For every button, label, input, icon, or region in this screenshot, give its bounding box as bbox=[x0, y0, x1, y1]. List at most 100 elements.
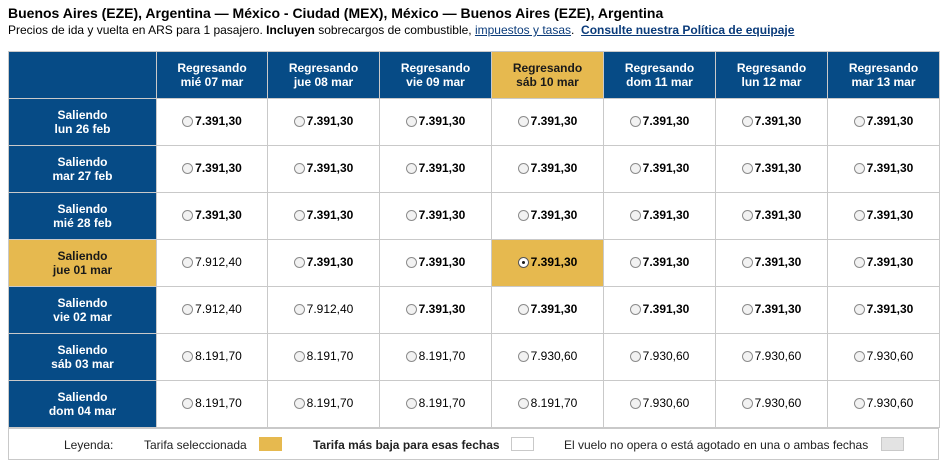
fare-option[interactable]: 7.391,30 bbox=[517, 302, 577, 316]
fare-cell[interactable]: 7.930,60 bbox=[827, 380, 940, 428]
fare-cell[interactable]: 7.391,30 bbox=[379, 192, 492, 240]
fare-cell[interactable]: 8.191,70 bbox=[379, 333, 492, 381]
fare-radio[interactable] bbox=[293, 303, 305, 315]
fare-option[interactable]: 7.930,60 bbox=[853, 349, 913, 363]
baggage-policy-link[interactable]: Consulte nuestra Política de equipaje bbox=[581, 23, 795, 37]
fare-radio[interactable] bbox=[182, 115, 194, 127]
fare-cell[interactable]: 7.930,60 bbox=[603, 380, 716, 428]
taxes-link[interactable]: impuestos y tasas bbox=[474, 23, 572, 37]
fare-radio[interactable] bbox=[629, 350, 641, 362]
fare-cell[interactable]: 7.391,30 bbox=[715, 98, 828, 146]
fare-cell[interactable]: 7.930,60 bbox=[827, 333, 940, 381]
fare-option[interactable]: 7.391,30 bbox=[182, 114, 242, 128]
fare-option[interactable]: 7.912,40 bbox=[182, 255, 242, 269]
fare-cell[interactable]: 7.391,30 bbox=[827, 286, 940, 334]
fare-cell[interactable]: 7.391,30 bbox=[827, 145, 940, 193]
fare-radio[interactable] bbox=[853, 397, 865, 409]
fare-radio[interactable] bbox=[405, 256, 417, 268]
fare-option[interactable]: 7.391,30 bbox=[629, 208, 689, 222]
fare-cell[interactable]: 7.391,30 bbox=[603, 286, 716, 334]
fare-radio[interactable] bbox=[741, 350, 753, 362]
fare-radio[interactable] bbox=[853, 256, 865, 268]
fare-option[interactable]: 8.191,70 bbox=[517, 396, 577, 410]
fare-cell[interactable]: 7.930,60 bbox=[603, 333, 716, 381]
fare-cell[interactable]: 7.391,30 bbox=[715, 239, 828, 287]
fare-option[interactable]: 7.391,30 bbox=[629, 114, 689, 128]
fare-radio[interactable] bbox=[293, 209, 305, 221]
fare-radio[interactable] bbox=[405, 350, 417, 362]
fare-radio[interactable] bbox=[517, 350, 529, 362]
fare-option[interactable]: 7.391,30 bbox=[741, 255, 801, 269]
fare-option[interactable]: 7.391,30 bbox=[741, 161, 801, 175]
fare-option[interactable]: 8.191,70 bbox=[405, 396, 465, 410]
fare-cell[interactable]: 7.391,30 bbox=[267, 192, 380, 240]
fare-radio[interactable] bbox=[517, 256, 529, 268]
fare-cell[interactable]: 7.391,30 bbox=[491, 239, 604, 287]
fare-radio[interactable] bbox=[853, 162, 865, 174]
fare-radio[interactable] bbox=[405, 162, 417, 174]
fare-cell[interactable]: 8.191,70 bbox=[491, 380, 604, 428]
fare-radio[interactable] bbox=[293, 350, 305, 362]
fare-option[interactable]: 7.930,60 bbox=[517, 349, 577, 363]
fare-cell[interactable]: 7.930,60 bbox=[491, 333, 604, 381]
fare-radio[interactable] bbox=[293, 397, 305, 409]
fare-option[interactable]: 7.391,30 bbox=[629, 161, 689, 175]
fare-option[interactable]: 7.391,30 bbox=[629, 255, 689, 269]
fare-radio[interactable] bbox=[405, 115, 417, 127]
fare-cell[interactable]: 7.391,30 bbox=[267, 239, 380, 287]
fare-cell[interactable]: 7.391,30 bbox=[827, 239, 940, 287]
fare-option[interactable]: 7.930,60 bbox=[741, 396, 801, 410]
fare-radio[interactable] bbox=[629, 209, 641, 221]
fare-radio[interactable] bbox=[741, 162, 753, 174]
fare-cell[interactable]: 7.391,30 bbox=[491, 192, 604, 240]
fare-option[interactable]: 8.191,70 bbox=[182, 349, 242, 363]
fare-option[interactable]: 7.391,30 bbox=[293, 114, 353, 128]
fare-radio[interactable] bbox=[293, 162, 305, 174]
fare-option[interactable]: 7.391,30 bbox=[517, 161, 577, 175]
fare-cell[interactable]: 7.391,30 bbox=[267, 145, 380, 193]
fare-option[interactable]: 7.391,30 bbox=[293, 208, 353, 222]
fare-radio[interactable] bbox=[405, 209, 417, 221]
fare-cell[interactable]: 7.391,30 bbox=[379, 145, 492, 193]
fare-cell[interactable]: 7.930,60 bbox=[715, 380, 828, 428]
fare-radio[interactable] bbox=[741, 303, 753, 315]
fare-cell[interactable]: 7.391,30 bbox=[603, 98, 716, 146]
fare-option[interactable]: 7.391,30 bbox=[741, 302, 801, 316]
fare-radio[interactable] bbox=[293, 256, 305, 268]
fare-cell[interactable]: 7.391,30 bbox=[827, 98, 940, 146]
fare-cell[interactable]: 7.391,30 bbox=[156, 145, 268, 193]
fare-cell[interactable]: 8.191,70 bbox=[156, 380, 268, 428]
fare-cell[interactable]: 7.391,30 bbox=[379, 239, 492, 287]
fare-option[interactable]: 8.191,70 bbox=[293, 349, 353, 363]
fare-radio[interactable] bbox=[853, 350, 865, 362]
fare-cell[interactable]: 7.912,40 bbox=[156, 239, 268, 287]
fare-option[interactable]: 7.391,30 bbox=[853, 255, 913, 269]
fare-radio[interactable] bbox=[853, 209, 865, 221]
fare-radio[interactable] bbox=[517, 115, 529, 127]
fare-option[interactable]: 7.391,30 bbox=[853, 114, 913, 128]
fare-radio[interactable] bbox=[517, 303, 529, 315]
fare-cell[interactable]: 7.391,30 bbox=[603, 192, 716, 240]
fare-option[interactable]: 7.930,60 bbox=[629, 396, 689, 410]
fare-radio[interactable] bbox=[182, 350, 194, 362]
fare-cell[interactable]: 7.391,30 bbox=[827, 192, 940, 240]
fare-option[interactable]: 7.912,40 bbox=[182, 302, 242, 316]
fare-option[interactable]: 7.391,30 bbox=[405, 114, 465, 128]
fare-radio[interactable] bbox=[517, 162, 529, 174]
fare-radio[interactable] bbox=[517, 209, 529, 221]
fare-radio[interactable] bbox=[853, 303, 865, 315]
fare-option[interactable]: 7.930,60 bbox=[853, 396, 913, 410]
fare-cell[interactable]: 7.391,30 bbox=[603, 145, 716, 193]
fare-option[interactable]: 7.391,30 bbox=[293, 255, 353, 269]
fare-radio[interactable] bbox=[629, 397, 641, 409]
fare-cell[interactable]: 8.191,70 bbox=[267, 333, 380, 381]
fare-option[interactable]: 7.391,30 bbox=[293, 161, 353, 175]
fare-radio[interactable] bbox=[629, 256, 641, 268]
fare-cell[interactable]: 7.391,30 bbox=[267, 98, 380, 146]
fare-option[interactable]: 7.391,30 bbox=[853, 302, 913, 316]
fare-radio[interactable] bbox=[629, 303, 641, 315]
fare-radio[interactable] bbox=[182, 162, 194, 174]
fare-radio[interactable] bbox=[293, 115, 305, 127]
fare-option[interactable]: 7.391,30 bbox=[405, 255, 465, 269]
fare-radio[interactable] bbox=[182, 209, 194, 221]
